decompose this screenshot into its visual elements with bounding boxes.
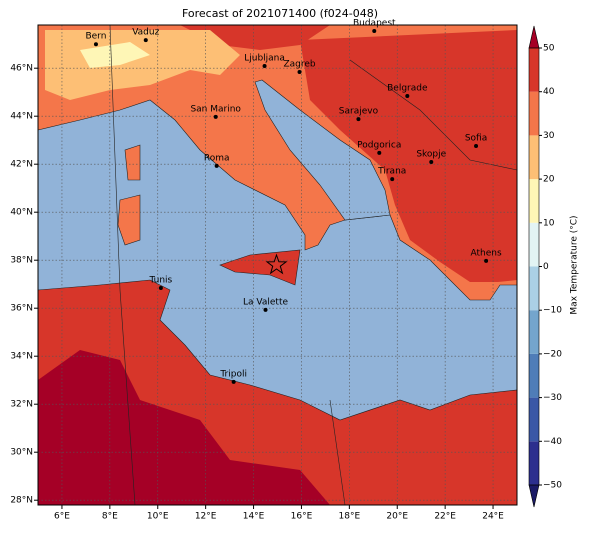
x-tick-label: 18°E [339, 512, 361, 522]
title: Forecast of 2021071400 (f024-048) [182, 7, 378, 20]
x-tick-label: 14°E [243, 512, 265, 522]
axes: 6°E 8°E 10°E 12°E 14°E 16°E 18°E 20°E 22°E 24°E 28… [10, 64, 504, 522]
city-label: Tunis [148, 276, 172, 286]
city-dot [158, 286, 163, 291]
sea-adriatic [254, 79, 391, 221]
colorbar-under [528, 484, 540, 508]
colorbar-band [529, 179, 539, 223]
city-label: La Valette [243, 297, 288, 307]
city-dot [405, 94, 410, 99]
y-tick-label: 38°N [10, 256, 33, 266]
city-dot [263, 307, 268, 312]
y-tick-label: 36°N [10, 304, 33, 314]
city-dot [93, 42, 98, 47]
x-tick-label: 8°E [102, 512, 118, 522]
alps-cold [80, 42, 150, 68]
city-dot [231, 379, 236, 384]
city-dot [262, 64, 267, 69]
colorbar-band [529, 397, 539, 442]
city-dot [390, 177, 395, 182]
city-label: Sarajevo [339, 107, 379, 117]
city-dot [356, 117, 361, 122]
city-label: Bern [85, 32, 106, 42]
colorbar: −50 −40 −30 −20 −10 0 10 20 30 40 50 [528, 25, 562, 508]
city-dot [377, 150, 382, 155]
y-tick-label: 40°N [10, 208, 33, 218]
city-dot [214, 163, 219, 168]
city-dot [474, 143, 479, 148]
land-balkans-hot [300, 30, 517, 282]
map-frame [37, 24, 518, 506]
city-label: Athens [471, 248, 502, 258]
x-tick-label: 12°E [195, 512, 217, 522]
sardinia [117, 194, 141, 246]
x-tick-label: 10°E [147, 512, 169, 522]
colorbar-tick-label: 10 [543, 218, 555, 228]
colorbar-band [529, 91, 539, 136]
colorbar-band [529, 48, 539, 92]
colorbar-band [529, 310, 539, 354]
colorbar-tick-label: 40 [543, 87, 555, 97]
colorbar-tick-label: −10 [543, 306, 562, 316]
city-label: Sofia [465, 133, 487, 143]
city-label: San Marino [190, 104, 241, 114]
x-tick-label: 16°E [291, 512, 313, 522]
city-dot [143, 38, 148, 43]
basemap [37, 24, 518, 506]
colorbar-tick-label: −30 [543, 393, 562, 403]
border [109, 24, 136, 506]
city-label: Skopje [416, 150, 446, 160]
city-label: Vaduz [132, 28, 159, 38]
colorbar-tick-label: 20 [543, 175, 555, 185]
y-tick-label: 42°N [10, 160, 33, 170]
sahara-hot [38, 350, 330, 505]
x-tick-label: 20°E [386, 512, 408, 522]
colorbar-band [529, 135, 539, 180]
y-tick-label: 30°N [10, 448, 33, 458]
city-label: Belgrade [387, 84, 428, 94]
colorbar-tick-label: 0 [543, 262, 549, 272]
city-label: Tirana [377, 167, 406, 177]
city-label: Tripoli [219, 369, 247, 379]
city-dot [372, 29, 377, 33]
border [329, 399, 346, 506]
colorbar-tick-label: −40 [543, 437, 562, 447]
x-tick-label: 22°E [434, 512, 456, 522]
city-label: Zagreb [283, 60, 315, 70]
corsica [124, 144, 141, 181]
x-tick-label: 24°E [482, 512, 504, 522]
city-dot [429, 160, 434, 165]
colorbar-band [529, 353, 539, 398]
city-dot [213, 114, 218, 119]
city-label: Ljubljana [244, 54, 285, 64]
colorbar-over [528, 25, 540, 49]
colorbar-tick-label: −20 [543, 349, 562, 359]
y-tick-label: 34°N [10, 352, 33, 362]
colorbar-tick-label: 50 [543, 44, 555, 54]
event-marker [265, 253, 288, 275]
colorbar-label: Max Temperature (°C) [570, 215, 580, 314]
colorbar-band [529, 266, 539, 311]
x-tick-label: 6°E [54, 512, 70, 522]
city-label: Roma [204, 153, 230, 163]
y-tick-label: 44°N [10, 112, 33, 122]
y-tick-label: 46°N [10, 64, 33, 74]
y-tick-label: 32°N [10, 400, 33, 410]
city-dot [484, 258, 489, 263]
colorbar-band [529, 222, 539, 267]
city-label: Budapest [353, 19, 396, 29]
alps-cool [45, 30, 240, 100]
city-label: Podgorica [357, 140, 401, 150]
colorbar-tick-label: 30 [543, 131, 555, 141]
grid [38, 25, 517, 505]
sicily [219, 249, 301, 286]
y-tick-label: 28°N [10, 496, 33, 506]
colorbar-tick-label: −50 [543, 481, 562, 491]
city-dot [297, 70, 302, 75]
colorbar-band [529, 441, 539, 485]
